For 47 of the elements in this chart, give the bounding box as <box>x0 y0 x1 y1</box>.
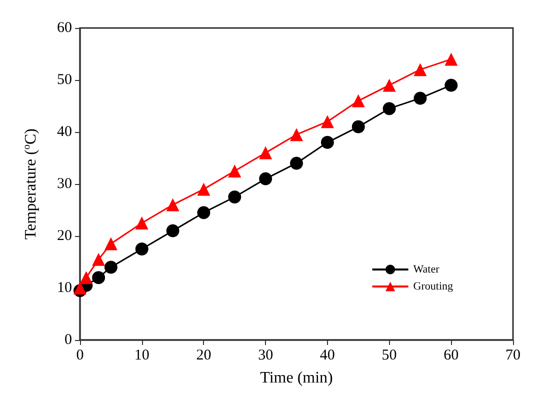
x-tick-label: 10 <box>134 348 150 364</box>
point <box>166 198 180 212</box>
x-tick-label: 60 <box>444 348 459 364</box>
point <box>290 128 303 142</box>
x-axis-title: Time (min) <box>260 370 333 386</box>
point <box>259 172 272 186</box>
point <box>135 242 148 256</box>
point <box>104 260 118 274</box>
y-tick-label: 30 <box>57 176 72 192</box>
point <box>382 78 396 92</box>
point <box>92 271 106 284</box>
point <box>352 94 365 108</box>
point <box>320 136 334 149</box>
point <box>290 156 303 170</box>
point <box>197 182 210 196</box>
point <box>444 78 458 92</box>
y-tick-label: 50 <box>57 72 72 88</box>
x-tick-label: 20 <box>196 348 212 364</box>
x-tick-label: 40 <box>320 348 335 364</box>
point <box>414 92 427 105</box>
legend-label: Water <box>413 264 440 276</box>
y-tick-label: 0 <box>64 332 72 348</box>
x-tick-label: 30 <box>258 348 274 364</box>
y-tick-label: 60 <box>57 20 72 36</box>
point <box>135 216 148 230</box>
point <box>92 252 106 266</box>
point <box>228 164 242 178</box>
point <box>382 102 396 116</box>
x-tick-label: 50 <box>382 348 397 364</box>
y-tick-label: 10 <box>57 280 72 296</box>
y-tick-label: 20 <box>57 228 72 244</box>
y-tick-label: 40 <box>57 124 72 140</box>
point <box>197 206 210 220</box>
point <box>166 224 180 238</box>
point <box>352 120 365 134</box>
point <box>320 115 334 128</box>
legend-label: Grouting <box>413 280 454 292</box>
x-tick-label: 70 <box>506 348 520 364</box>
point <box>414 63 427 76</box>
point <box>444 52 458 66</box>
point <box>80 271 93 284</box>
x-tick-label: 0 <box>76 348 84 364</box>
y-axis-title: Temperature (oC) <box>22 128 40 240</box>
point <box>259 146 272 160</box>
point <box>74 282 86 294</box>
point <box>228 190 242 204</box>
point <box>104 237 118 250</box>
